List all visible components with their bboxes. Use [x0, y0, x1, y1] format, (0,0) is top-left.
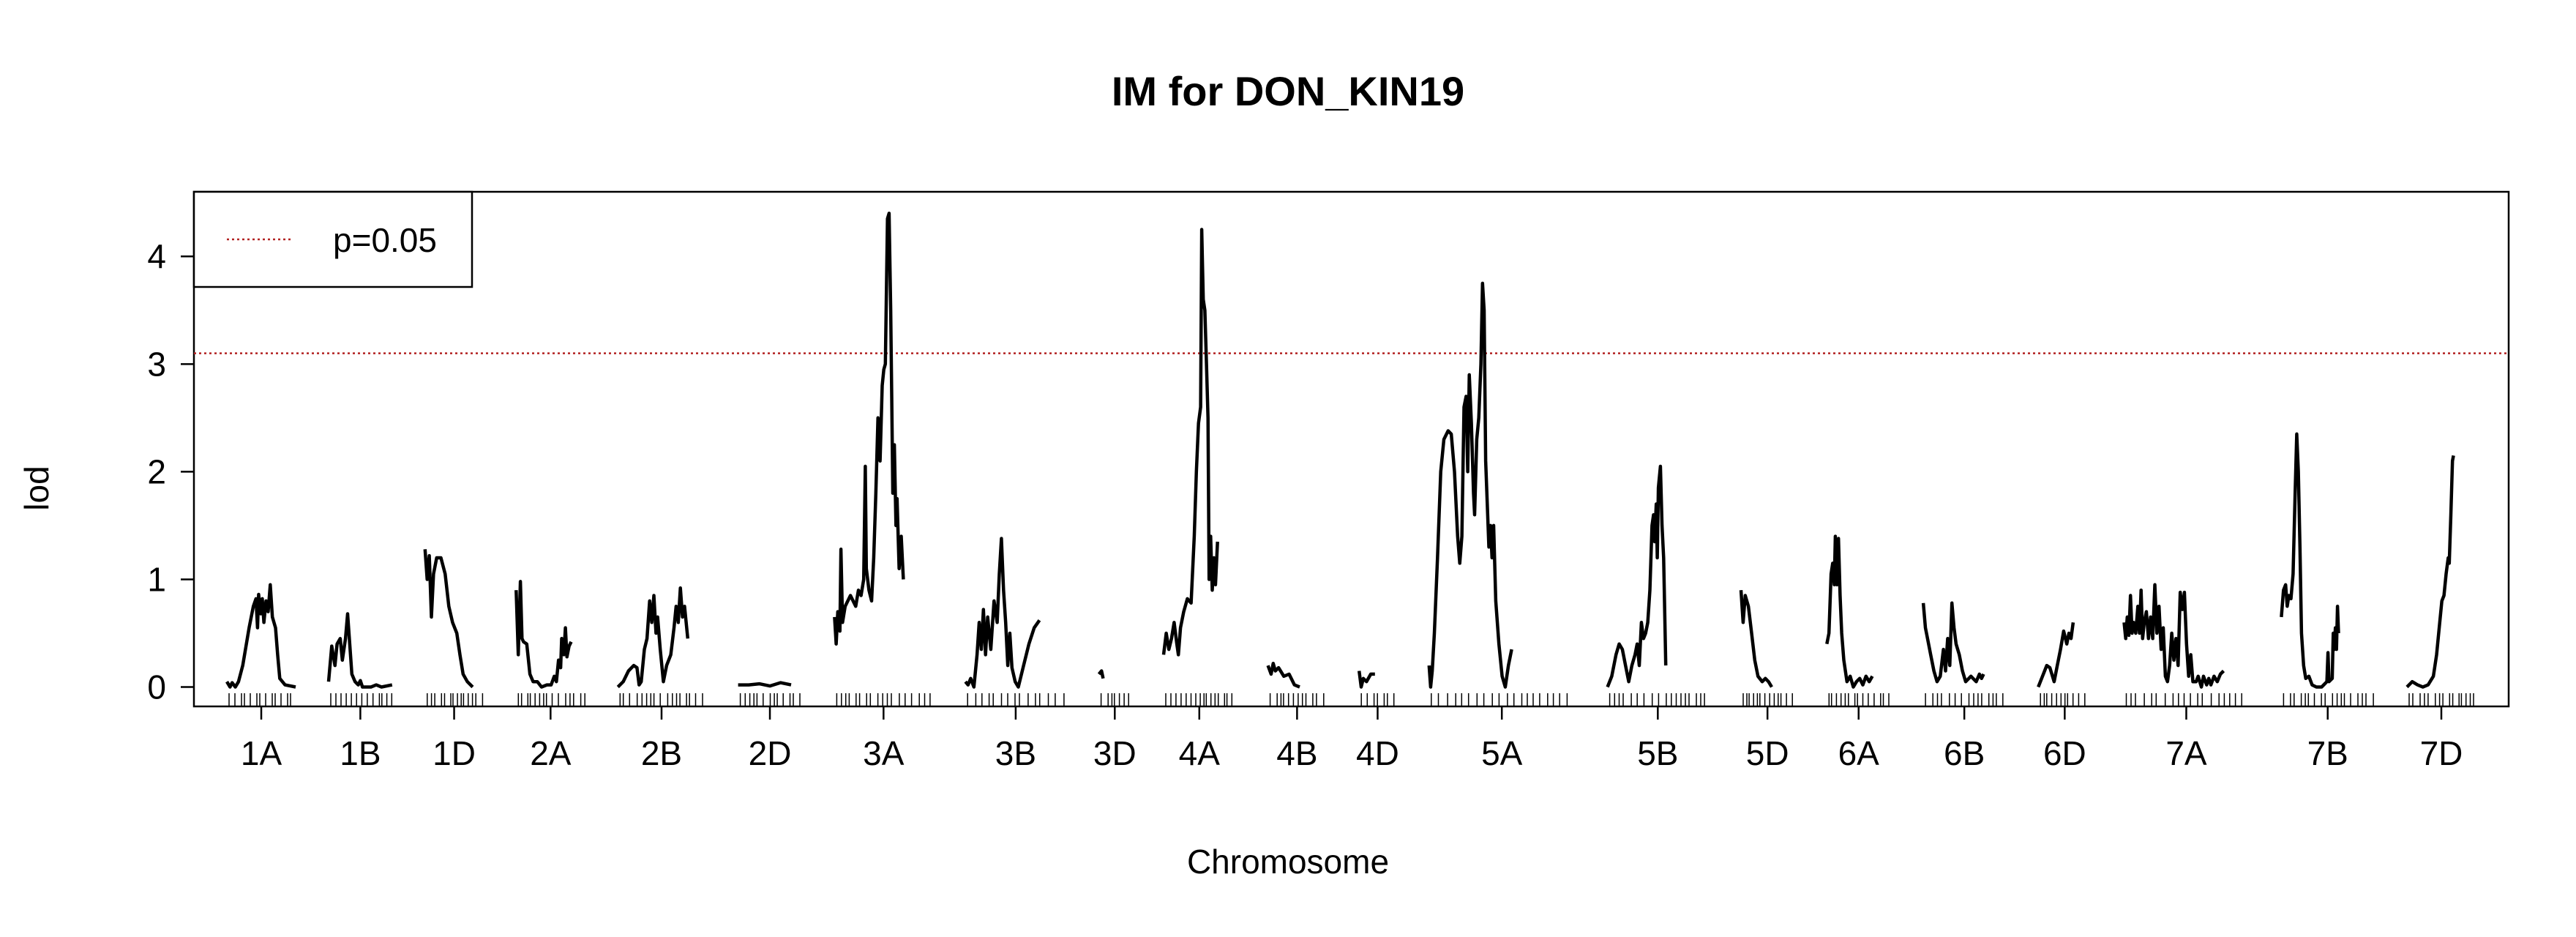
x-tick-label-6D: 6D — [2043, 734, 2086, 772]
plot-frame — [192, 190, 2510, 708]
x-tick-label-3A: 3A — [863, 734, 905, 772]
x-tick-label-7A: 7A — [2165, 734, 2207, 772]
x-tick-label-7B: 7B — [2307, 734, 2348, 772]
y-tick-label: 3 — [147, 345, 166, 383]
lod-line-1A — [225, 583, 296, 689]
x-tick-label-6B: 6B — [1944, 734, 1985, 772]
chart-title: IM for DON_KIN19 — [1111, 68, 1465, 114]
lod-line-7A — [2122, 583, 2225, 689]
y-tick-label: 1 — [147, 560, 166, 598]
x-tick-label-4B: 4B — [1276, 734, 1317, 772]
x-axis-title: Chromosome — [1186, 843, 1390, 881]
lod-line-4A — [1161, 228, 1219, 657]
lod-line-5B — [1606, 464, 1668, 688]
x-tick-label-6A: 6A — [1838, 734, 1880, 772]
lod-line-4D — [1357, 671, 1375, 689]
lod-line-4B — [1266, 661, 1300, 689]
x-tick-label-5D: 5D — [1746, 734, 1789, 772]
lod-line-6B — [1921, 601, 1985, 684]
lod-line-7D — [2405, 455, 2455, 689]
lod-line-1B — [326, 612, 393, 689]
lod-line-1D — [423, 549, 474, 689]
x-tick-label-3D: 3D — [1093, 734, 1137, 772]
x-tick-label-1B: 1B — [340, 734, 381, 772]
lod-line-6A — [1825, 534, 1874, 689]
lod-line-6D — [2037, 622, 2075, 688]
lod-line-2B — [616, 586, 690, 689]
x-tick-label-2A: 2A — [530, 734, 572, 772]
lod-line-3B — [964, 537, 1041, 689]
lod-line-3A — [833, 212, 905, 646]
x-tick-label-1A: 1A — [241, 734, 282, 772]
lod-line-7B — [2280, 432, 2340, 689]
x-tick-label-5A: 5A — [1481, 734, 1523, 772]
legend-box — [192, 190, 473, 288]
x-tick-label-1D: 1D — [433, 734, 476, 772]
x-tick-label-5B: 5B — [1637, 734, 1678, 772]
x-tick-label-3B: 3B — [995, 734, 1036, 772]
x-tick-label-4D: 4D — [1356, 734, 1399, 772]
lod-line-5D — [1739, 590, 1773, 688]
x-tick-label-7D: 7D — [2420, 734, 2463, 772]
lod-line-2D — [738, 681, 792, 688]
lod-line-5A — [1427, 281, 1513, 689]
y-tick-label: 4 — [147, 237, 166, 275]
x-tick-label-4A: 4A — [1179, 734, 1221, 772]
lod-line-3D — [1097, 669, 1105, 679]
legend-label: p=0.05 — [333, 221, 437, 259]
y-tick-label: 0 — [147, 668, 166, 706]
y-tick-label: 2 — [147, 452, 166, 490]
lod-line-2A — [514, 580, 573, 689]
x-tick-label-2D: 2D — [749, 734, 792, 772]
x-tick-label-2B: 2B — [641, 734, 682, 772]
